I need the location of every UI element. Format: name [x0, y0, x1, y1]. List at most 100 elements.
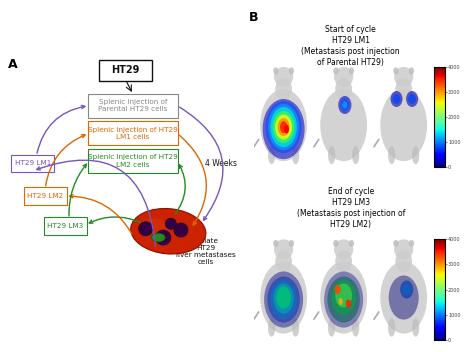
Ellipse shape: [328, 146, 335, 164]
FancyArrowPatch shape: [175, 165, 185, 214]
Ellipse shape: [395, 250, 412, 272]
Ellipse shape: [393, 240, 399, 247]
Ellipse shape: [341, 99, 349, 111]
Circle shape: [174, 223, 188, 237]
Ellipse shape: [320, 262, 367, 334]
FancyArrowPatch shape: [374, 312, 379, 319]
Ellipse shape: [395, 78, 412, 100]
Text: A: A: [8, 58, 17, 71]
Ellipse shape: [275, 78, 292, 100]
Text: Splenic injection of HT29
LM2 cells: Splenic injection of HT29 LM2 cells: [88, 154, 178, 168]
Text: HT29 LM3: HT29 LM3: [47, 223, 83, 229]
Ellipse shape: [412, 146, 419, 164]
Ellipse shape: [263, 99, 305, 159]
Text: B: B: [249, 11, 258, 24]
Ellipse shape: [338, 298, 343, 305]
Text: End of cycle
HT29 LM3
(Metastasis post injection of
HT29 LM2): End of cycle HT29 LM3 (Metastasis post i…: [297, 187, 405, 229]
Text: Isolate
HT29
liver metastases
cells: Isolate HT29 liver metastases cells: [176, 238, 236, 265]
Ellipse shape: [280, 121, 287, 133]
Ellipse shape: [273, 283, 294, 314]
Ellipse shape: [400, 281, 413, 298]
Text: Splenic injection of
Parental HT29 cells: Splenic injection of Parental HT29 cells: [99, 99, 168, 112]
Ellipse shape: [334, 239, 353, 259]
Ellipse shape: [380, 262, 427, 334]
Ellipse shape: [284, 125, 289, 134]
Ellipse shape: [333, 67, 338, 74]
Ellipse shape: [406, 91, 418, 107]
FancyArrowPatch shape: [254, 139, 259, 147]
Ellipse shape: [391, 91, 402, 107]
Text: HT29 LM2: HT29 LM2: [27, 193, 64, 199]
Ellipse shape: [275, 114, 292, 140]
Ellipse shape: [334, 67, 353, 87]
Ellipse shape: [151, 233, 165, 242]
Circle shape: [139, 222, 153, 236]
Text: HT29 LM1: HT29 LM1: [15, 161, 51, 166]
FancyArrowPatch shape: [69, 164, 86, 216]
Ellipse shape: [412, 319, 419, 337]
Ellipse shape: [388, 146, 395, 164]
Ellipse shape: [274, 239, 293, 259]
Text: HT29: HT29: [111, 65, 140, 75]
Ellipse shape: [335, 250, 352, 272]
FancyArrowPatch shape: [70, 195, 132, 234]
FancyArrowPatch shape: [180, 107, 223, 220]
Ellipse shape: [278, 118, 290, 136]
FancyBboxPatch shape: [88, 121, 178, 145]
Ellipse shape: [328, 319, 335, 337]
Ellipse shape: [273, 240, 279, 247]
Ellipse shape: [388, 319, 395, 337]
FancyArrowPatch shape: [37, 105, 85, 153]
FancyBboxPatch shape: [44, 218, 87, 235]
FancyArrowPatch shape: [179, 135, 206, 225]
Ellipse shape: [349, 67, 354, 74]
Ellipse shape: [268, 146, 275, 164]
Ellipse shape: [292, 146, 299, 164]
FancyBboxPatch shape: [88, 149, 178, 173]
Ellipse shape: [328, 276, 360, 323]
Ellipse shape: [274, 67, 293, 87]
Text: 4 Weeks: 4 Weeks: [205, 159, 237, 168]
Ellipse shape: [393, 67, 399, 74]
FancyBboxPatch shape: [99, 61, 152, 81]
Ellipse shape: [349, 240, 354, 247]
FancyArrowPatch shape: [374, 139, 379, 147]
FancyBboxPatch shape: [24, 187, 66, 205]
FancyArrowPatch shape: [254, 312, 259, 319]
Ellipse shape: [268, 104, 299, 150]
Circle shape: [165, 218, 176, 229]
Ellipse shape: [292, 319, 299, 337]
Ellipse shape: [276, 287, 291, 309]
Ellipse shape: [335, 285, 341, 294]
Ellipse shape: [408, 94, 416, 104]
FancyBboxPatch shape: [11, 155, 54, 172]
Text: Splenic injection of HT29
LM1 cells: Splenic injection of HT29 LM1 cells: [88, 126, 178, 140]
Ellipse shape: [268, 319, 275, 337]
Ellipse shape: [273, 67, 279, 74]
Ellipse shape: [394, 239, 413, 259]
Ellipse shape: [409, 67, 414, 74]
Ellipse shape: [265, 101, 301, 153]
Ellipse shape: [332, 281, 356, 315]
Ellipse shape: [409, 240, 414, 247]
FancyArrowPatch shape: [314, 139, 319, 147]
Ellipse shape: [264, 271, 303, 328]
Ellipse shape: [380, 89, 427, 161]
Ellipse shape: [324, 271, 363, 328]
Ellipse shape: [260, 89, 307, 161]
Ellipse shape: [389, 276, 419, 320]
Ellipse shape: [273, 111, 294, 143]
FancyBboxPatch shape: [88, 94, 178, 118]
FancyArrowPatch shape: [89, 217, 141, 223]
Ellipse shape: [270, 107, 297, 147]
Ellipse shape: [333, 240, 338, 247]
Ellipse shape: [346, 300, 351, 308]
Ellipse shape: [275, 250, 292, 272]
FancyArrowPatch shape: [46, 134, 85, 186]
FancyArrowPatch shape: [314, 312, 319, 319]
Ellipse shape: [270, 281, 297, 319]
Ellipse shape: [289, 240, 294, 247]
Ellipse shape: [260, 262, 307, 334]
Ellipse shape: [335, 283, 352, 308]
Ellipse shape: [335, 78, 352, 100]
